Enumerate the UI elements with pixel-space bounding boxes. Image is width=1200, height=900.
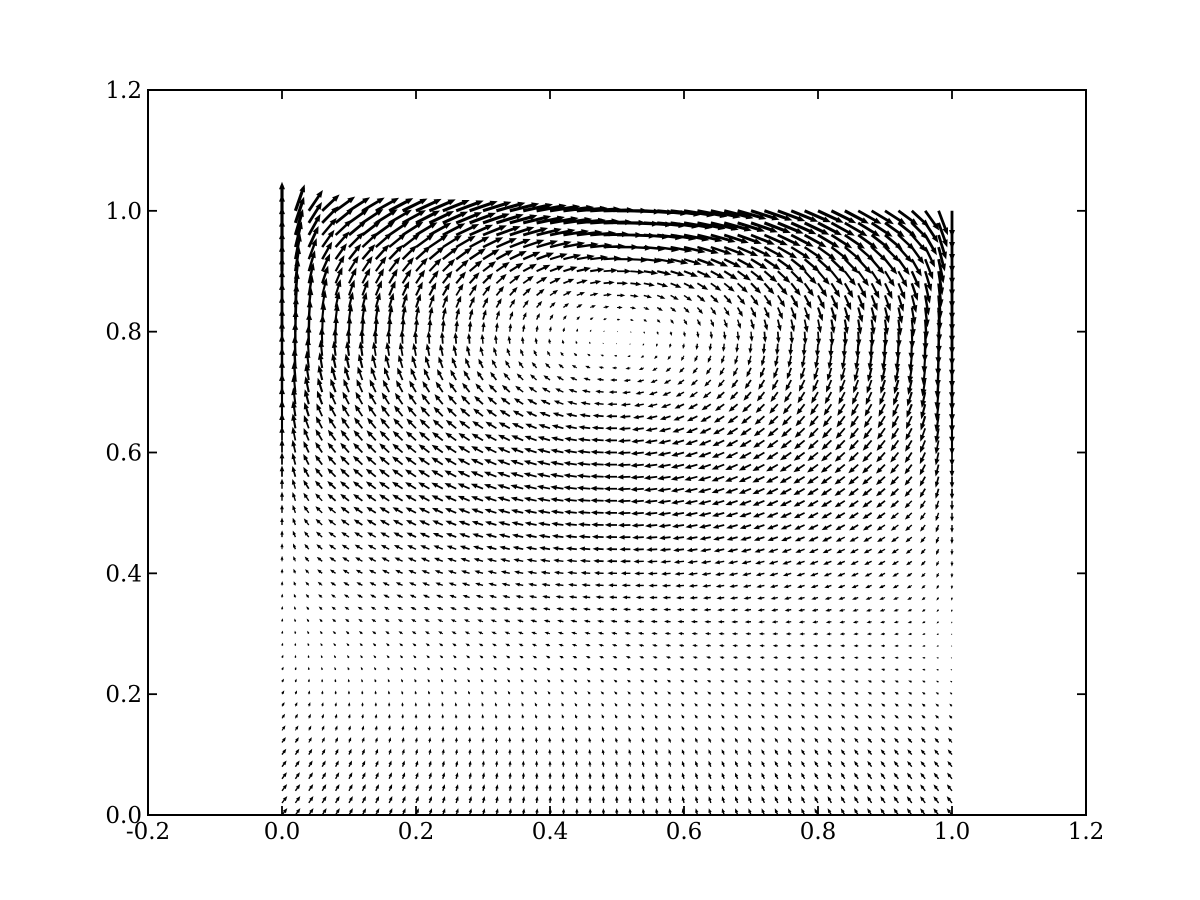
x-tick-label: 0.2 xyxy=(398,819,435,845)
quiver-shafts xyxy=(280,219,954,407)
y-tick-label: 1.0 xyxy=(105,199,142,225)
y-tick-label: 0.8 xyxy=(105,320,142,346)
quiver-shafts xyxy=(281,269,953,563)
x-tick-label: 0.4 xyxy=(532,819,569,845)
x-tick-labels: -0.2 0.0 0.2 0.4 0.6 0.8 1.0 1.2 xyxy=(126,819,1104,845)
quiver-heads xyxy=(279,181,955,814)
axis-ticks xyxy=(147,89,1087,816)
x-tick-label: 0.6 xyxy=(666,819,703,845)
y-tick-labels: 0.0 0.2 0.4 0.6 0.8 1.0 1.2 xyxy=(105,78,142,829)
x-tick-label: 0.8 xyxy=(800,819,837,845)
y-tick-label: 0.6 xyxy=(105,441,142,467)
x-tick-label: -0.2 xyxy=(126,819,170,845)
x-tick-label: 1.0 xyxy=(934,819,971,845)
x-tick-label: 0.0 xyxy=(264,819,301,845)
quiver-shafts xyxy=(281,290,953,816)
y-tick-label: 0.0 xyxy=(105,803,142,829)
vector-field xyxy=(279,181,955,816)
y-tick-label: 0.4 xyxy=(105,561,142,587)
y-tick-label: 0.2 xyxy=(105,682,142,708)
x-tick-label: 1.2 xyxy=(1068,819,1105,845)
y-tick-label: 1.2 xyxy=(105,78,142,104)
quiver-shafts xyxy=(280,253,954,452)
